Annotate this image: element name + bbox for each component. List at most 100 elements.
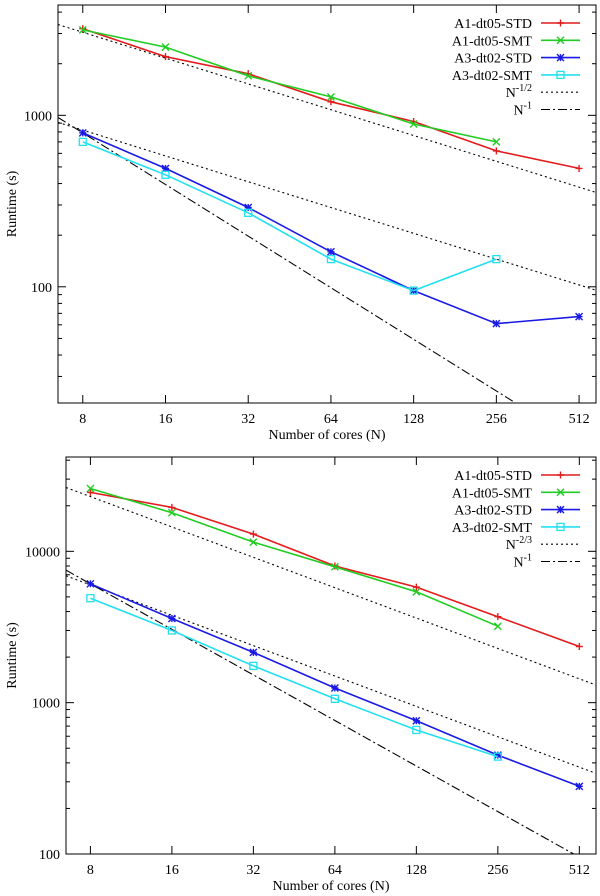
bottom-series-a1-dt05-smt-point	[167, 508, 176, 517]
top-series-a3-dt02-smt	[78, 137, 501, 295]
bottom-legend-marker-a1-dt05-std	[557, 471, 564, 479]
bottom-reference-line-2-3	[66, 575, 596, 774]
bottom-series-a3-dt02-smt-point	[412, 725, 421, 735]
top-series-a1-dt05-smt	[78, 25, 501, 146]
top-legend-reference-exponent: -1	[524, 101, 532, 112]
bottom-legend-marker-a1-dt05-smt	[556, 488, 565, 497]
bottom-legend-marker-a3-dt02-smt	[556, 522, 565, 532]
top-series-a3-dt02-std-point	[575, 312, 584, 321]
top-series-a1-dt05-std-point	[79, 25, 87, 33]
top-series-a1-dt05-std-point	[161, 53, 169, 61]
bottom-y-tick-label: 100	[39, 848, 60, 863]
top-legend-reference-exponent: -1/2	[516, 83, 532, 94]
bottom-series-a3-dt02-std-point	[575, 782, 584, 791]
bottom-x-tick-label: 8	[87, 863, 94, 878]
top-legend-marker-a1-dt05-std	[557, 19, 564, 27]
bottom-series-a3-dt02-smt-point	[249, 661, 258, 671]
bottom-series-a1-dt05-smt-point	[86, 484, 95, 493]
top-legend-marker-a1-dt05-smt	[556, 36, 565, 45]
top-series-a3-dt02-std-point	[78, 128, 87, 137]
bottom-series-a1-dt05-smt-line	[90, 487, 499, 627]
bottom-series-a1-dt05-std-point	[249, 530, 257, 538]
top-series-a3-dt02-std-point	[244, 203, 253, 212]
bottom-series-a3-dt02-std	[86, 579, 584, 791]
top-series-a3-dt02-std-point	[326, 247, 335, 256]
top-x-axis-title: Number of cores (N)	[268, 428, 385, 443]
bottom-x-tick-label: 64	[328, 863, 342, 878]
bottom-series-a3-dt02-smt-line	[90, 597, 499, 758]
top-legend-marker-a3-dt02-std	[556, 53, 565, 62]
top-x-tick-label: 512	[569, 412, 590, 427]
bottom-x-tick-label: 128	[406, 863, 427, 878]
top-y-tick-label: 100	[31, 281, 52, 296]
top-series-a1-dt05-std	[79, 25, 583, 172]
top-legend-label-a3-dt02-smt: A3-dt02-SMT	[452, 69, 533, 84]
bottom-legend-reference-base: N	[506, 538, 516, 553]
top-x-tick-label: 8	[79, 412, 86, 427]
top-series-a1-dt05-smt-point	[161, 43, 170, 52]
bottom-legend-reference-exponent: -2/3	[516, 535, 532, 546]
bottom-legend-label-reference-1: N-1	[514, 553, 532, 571]
top-reference-line-1	[58, 116, 517, 403]
bottom-x-tick-label: 32	[246, 863, 260, 878]
bottom-x-tick-label: 512	[569, 863, 590, 878]
bottom-y-axis-title: Runtime (s)	[5, 622, 20, 689]
top-x-tick-label: 32	[241, 412, 255, 427]
bottom-x-axis-title: Number of cores (N)	[272, 879, 389, 894]
top-series-a3-dt02-smt-point	[492, 254, 501, 264]
top-series-a1-dt05-smt-point	[492, 137, 501, 146]
top-y-axis-title: Runtime (s)	[5, 170, 20, 237]
bottom-legend: A1-dt05-STD A1-dt05-SMT A3-dt02-STD A3-dt02…	[452, 469, 580, 571]
bottom-legend-label-a1-dt05-std: A1-dt05-STD	[454, 469, 532, 484]
bottom-series-a1-dt05-smt	[86, 484, 502, 631]
bottom-plot-area	[66, 484, 596, 854]
bottom-legend-label-a3-dt02-std: A3-dt02-STD	[454, 504, 532, 519]
top-series-a3-dt02-std	[78, 128, 584, 328]
bottom-reference-line-2-3	[66, 486, 596, 686]
bottom-legend-label-a3-dt02-smt: A3-dt02-SMT	[452, 521, 533, 536]
top-legend-label-reference-1-2: N-1/2	[506, 83, 532, 101]
bottom-legend-marker-a3-dt02-std	[556, 505, 565, 514]
bottom-legend-label-a1-dt05-smt: A1-dt05-SMT	[452, 486, 533, 501]
bottom-series-a3-dt02-smt-point	[493, 752, 502, 761]
bottom-series-a1-dt05-std-point	[575, 643, 583, 651]
bottom-series-a3-dt02-smt-point	[86, 594, 95, 603]
bottom-y-tick-label: 10000	[25, 545, 60, 560]
top-series-a1-dt05-smt-line	[82, 29, 497, 143]
top-series-a1-dt05-smt-point	[326, 92, 335, 101]
top-series-a3-dt02-smt-point	[326, 254, 336, 264]
bottom-x-tick-label: 256	[487, 863, 508, 878]
bottom-plot-frame	[65, 456, 597, 855]
bottom-series-a1-dt05-smt-point	[330, 562, 339, 571]
top-reference-line-1-2	[58, 24, 596, 193]
bottom-series-a1-dt05-smt-point	[493, 622, 502, 631]
top-series-a1-dt05-smt-point	[78, 25, 87, 34]
top-reference-line-1-2	[58, 121, 596, 291]
top-y-tick-label: 1000	[24, 109, 52, 124]
top-series-a3-dt02-smt-line	[82, 141, 497, 292]
top-series-a1-dt05-std-point	[327, 98, 335, 106]
top-series-a3-dt02-smt-point	[409, 286, 418, 295]
bottom-x-tick-label: 16	[165, 863, 179, 878]
bottom-series-a1-dt05-smt-point	[249, 538, 258, 547]
bottom-series-a3-dt02-std-point	[412, 716, 421, 725]
bottom-legend-reference-exponent: -1	[524, 553, 532, 564]
top-series-a3-dt02-smt-point	[244, 208, 253, 217]
top-plot-area	[58, 24, 596, 403]
top-series-a1-dt05-smt-point	[244, 71, 253, 80]
top-series-a1-dt05-std-point	[492, 147, 500, 155]
top-series-a1-dt05-std-point	[575, 164, 583, 172]
top-x-tick-label: 16	[158, 412, 172, 427]
bottom-series-a3-dt02-std-point	[167, 614, 176, 623]
top-series-a3-dt02-std-line	[82, 132, 580, 325]
top-x-tick-label: 64	[324, 412, 338, 427]
top-x-tick-label: 256	[486, 412, 507, 427]
top-legend-label-a3-dt02-std: A3-dt02-STD	[454, 52, 532, 67]
top-legend-reference-base: N	[506, 86, 516, 101]
top-series-a3-dt02-std-point	[492, 319, 501, 328]
bottom-reference-line-1	[66, 569, 575, 854]
bottom-series-a3-dt02-std-point	[86, 579, 95, 588]
bottom-series-a1-dt05-smt-point	[412, 587, 421, 596]
bottom-series-a1-dt05-std-point	[412, 583, 420, 591]
top-series-a3-dt02-std-point	[161, 164, 170, 173]
